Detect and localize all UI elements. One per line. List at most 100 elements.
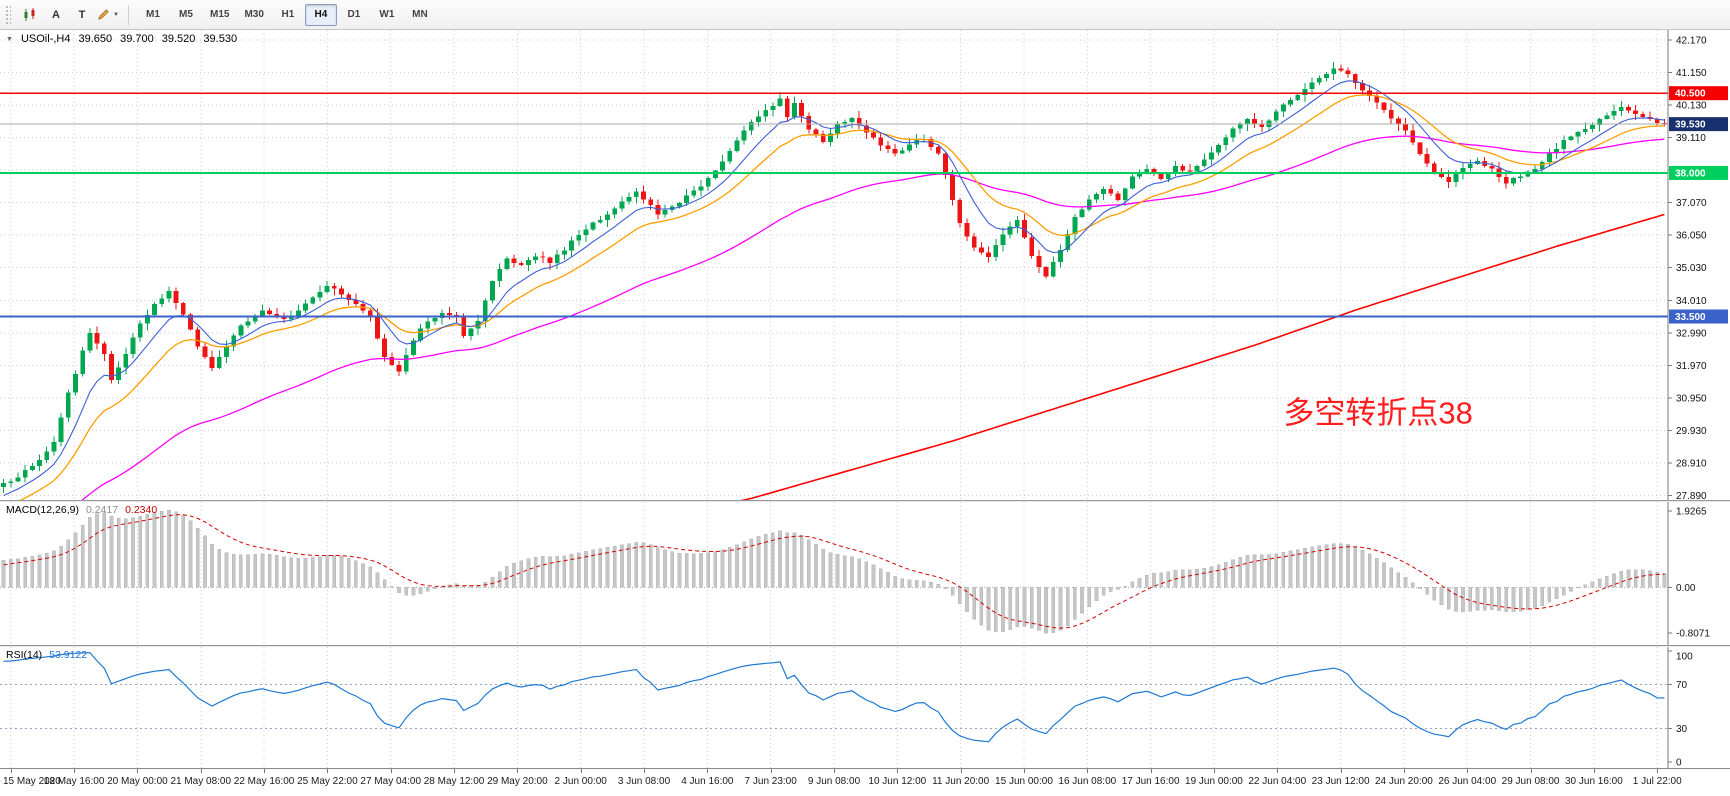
time-label: 11 Jun 20:00 xyxy=(932,776,990,787)
svg-text:33.500: 33.500 xyxy=(1675,312,1706,323)
timeframe-button-m15[interactable]: M15 xyxy=(203,4,236,26)
macd-signal-line xyxy=(3,514,1665,629)
rsi-scale-label: 70 xyxy=(1676,680,1688,691)
time-tick xyxy=(897,769,899,773)
time-label: 27 May 04:00 xyxy=(360,776,422,787)
time-tick xyxy=(454,769,456,773)
ma-slow xyxy=(740,213,1665,500)
arrow-tool-label: A xyxy=(52,8,60,21)
time-tick xyxy=(1403,769,1405,773)
timeframe-button-m30[interactable]: M30 xyxy=(237,4,270,26)
macd-histogram xyxy=(1,509,1667,634)
time-tick xyxy=(1467,769,1469,773)
svg-text:38.000: 38.000 xyxy=(1675,168,1706,179)
macd-scale-label: -0.8071 xyxy=(1676,629,1710,640)
time-label: 29 May 20:00 xyxy=(487,776,548,787)
time-tick xyxy=(1530,769,1532,773)
macd-panel: 1.9265 0.00 -0.8071 MACD(12,26,9) 0.2417 0… xyxy=(0,502,1730,645)
time-tick xyxy=(960,769,962,773)
time-label: 29 Jun 08:00 xyxy=(1501,776,1560,787)
time-tick xyxy=(644,769,646,773)
time-tick xyxy=(1150,769,1152,773)
panel-splitter-macd[interactable] xyxy=(0,500,1730,502)
toolbar-grip[interactable] xyxy=(5,4,11,25)
time-tick xyxy=(390,769,392,773)
time-tick xyxy=(1023,769,1025,773)
time-tick xyxy=(770,769,772,773)
price-scale-label: 27.890 xyxy=(1676,491,1707,500)
timeframe-button-h4[interactable]: H4 xyxy=(304,3,337,26)
chart-annotation-text[interactable]: 多空转折点38 xyxy=(1283,395,1472,430)
price-scale[interactable]: 42.17041.15040.13039.11038.09037.07036.0… xyxy=(1667,30,1730,500)
time-label: 23 Jun 12:00 xyxy=(1311,776,1370,787)
time-label: 18 May 16:00 xyxy=(43,776,105,787)
time-label: 7 Jun 23:00 xyxy=(744,776,797,787)
time-label: 28 May 12:00 xyxy=(423,776,485,787)
time-label: 16 Jun 08:00 xyxy=(1058,776,1117,787)
timeframe-button-d1[interactable]: D1 xyxy=(338,4,370,26)
price-scale-label: 31.970 xyxy=(1676,361,1707,372)
toolbar-separator xyxy=(128,4,129,25)
time-label: 22 May 16:00 xyxy=(233,776,295,787)
chart-type-button[interactable] xyxy=(18,4,42,26)
time-tick xyxy=(200,769,202,773)
time-tick xyxy=(1277,769,1279,773)
timeframe-button-m5[interactable]: M5 xyxy=(170,4,202,26)
time-tick xyxy=(74,769,76,773)
panel-splitter-rsi[interactable] xyxy=(0,645,1730,647)
ma-fast xyxy=(19,94,1665,500)
price-scale-label: 41.150 xyxy=(1676,68,1707,79)
macd-scale-label: 1.9265 xyxy=(1676,507,1707,518)
time-label: 9 Jun 08:00 xyxy=(807,776,861,787)
candle-chart-icon xyxy=(24,7,35,21)
arrow-tool-button[interactable]: A xyxy=(44,4,68,26)
main-chart-panel: 多空转折点3842.17041.15040.13039.11038.09037.… xyxy=(0,30,1730,500)
time-tick xyxy=(137,769,139,773)
price-chart[interactable]: 多空转折点3842.17041.15040.13039.11038.09037.… xyxy=(0,30,1730,500)
text-tool-label: T xyxy=(78,8,86,21)
price-badge-33.500 xyxy=(1669,309,1728,324)
time-label: 22 Jun 04:00 xyxy=(1248,776,1307,787)
time-tick xyxy=(1213,769,1215,773)
price-badge-40.500 xyxy=(1669,86,1728,101)
rsi-scale-label: 30 xyxy=(1676,724,1688,735)
time-label: 26 Jun 04:00 xyxy=(1438,776,1497,787)
time-tick xyxy=(327,769,329,773)
timeframe-button-w1[interactable]: W1 xyxy=(371,4,403,26)
timeframe-button-mn[interactable]: MN xyxy=(404,4,436,26)
rsi-panel: 100 70 30 0 RSI(14) 53.9122 xyxy=(0,647,1730,768)
pencil-icon xyxy=(98,9,109,20)
rsi-scale[interactable]: 100 70 30 0 xyxy=(1667,647,1730,768)
rsi-line xyxy=(3,652,1665,743)
time-label: 2 Jun 00:00 xyxy=(554,776,607,787)
ma-short xyxy=(3,80,1665,497)
time-label: 1 Jul 22:00 xyxy=(1632,776,1682,787)
time-label: 19 Jun 00:00 xyxy=(1185,776,1243,787)
price-badge-38.000 xyxy=(1669,165,1728,180)
time-label: 3 Jun 08:00 xyxy=(617,776,671,787)
price-scale-label: 28.910 xyxy=(1676,458,1707,469)
macd-chart[interactable]: 1.9265 0.00 -0.8071 xyxy=(0,502,1730,645)
toolbar: A T ▼ M1 M5 M15 M30 H1 H4 D1 W1 MN xyxy=(0,0,1730,30)
time-tick xyxy=(517,769,519,773)
macd-scale[interactable]: 1.9265 0.00 -0.8071 xyxy=(1667,502,1730,645)
time-label: 20 May 00:00 xyxy=(107,776,168,787)
draw-tools-button[interactable]: ▼ xyxy=(96,4,120,26)
time-tick xyxy=(1087,769,1089,773)
time-label: 30 Jun 16:00 xyxy=(1564,776,1623,787)
time-label: 24 Jun 20:00 xyxy=(1374,776,1433,787)
time-label: 15 May 2020 xyxy=(3,776,61,787)
rsi-grid xyxy=(0,647,1668,768)
rsi-scale-label: 100 xyxy=(1676,652,1693,663)
time-axis[interactable]: 15 May 2020 18 May 16:00 20 May 00:00 21 Ma… xyxy=(0,768,1730,796)
price-scale-label: 39.110 xyxy=(1676,133,1706,144)
macd-grid xyxy=(0,502,1668,645)
rsi-chart[interactable]: 100 70 30 0 xyxy=(0,647,1730,768)
price-scale-label: 40.130 xyxy=(1676,100,1707,111)
timeframe-button-m1[interactable]: M1 xyxy=(137,4,169,26)
text-tool-button[interactable]: T xyxy=(70,4,94,26)
price-scale-label: 32.990 xyxy=(1676,328,1707,339)
price-scale-label: 42.170 xyxy=(1676,35,1707,46)
timeframe-button-h1[interactable]: H1 xyxy=(272,4,304,26)
